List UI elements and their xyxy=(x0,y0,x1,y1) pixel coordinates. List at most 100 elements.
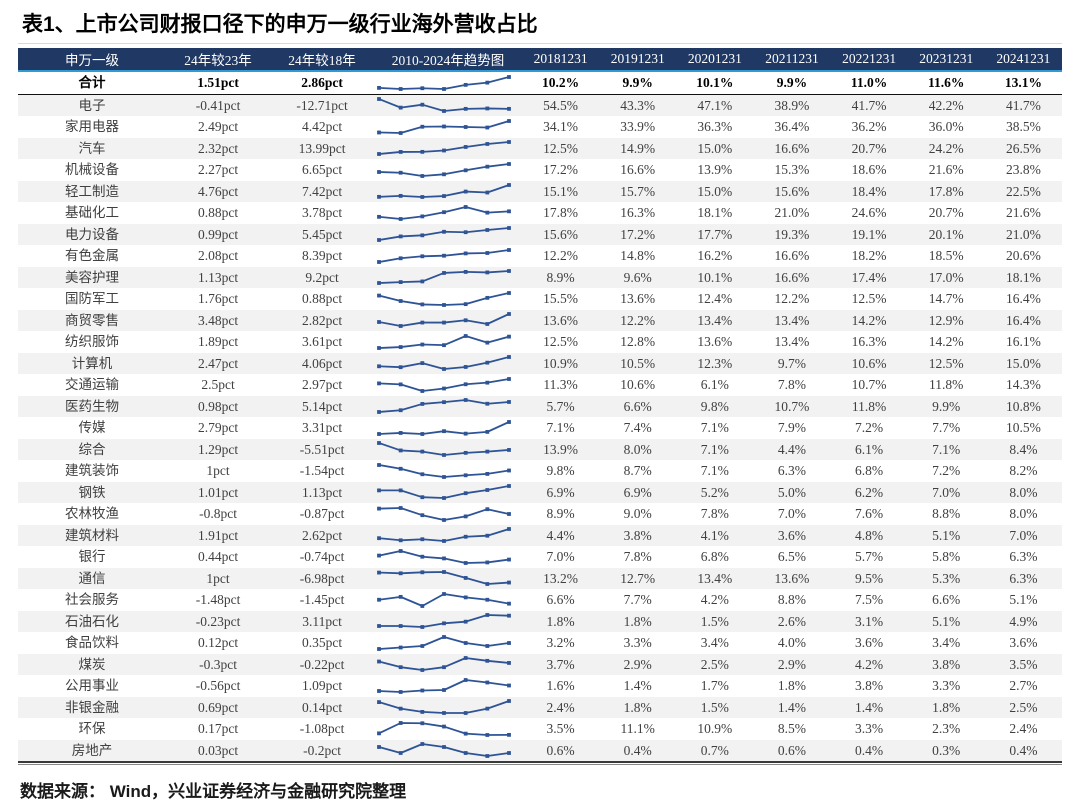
value-20231231: 3.8% xyxy=(907,653,985,675)
table-row[interactable]: 农林牧渔 -0.8pct -0.87pct 8.9% 9.0% 7.8% 7.0% 7.6% 8… xyxy=(18,503,1062,525)
value-20201231: 7.1% xyxy=(700,420,729,435)
column-header-10[interactable]: 20241231 xyxy=(984,48,1062,70)
industry-name: 煤炭 xyxy=(18,653,167,675)
table-row[interactable]: 银行 0.44pct -0.74pct 7.0% 7.8% 6.8% 6.5% 5.7% 5.8… xyxy=(18,546,1062,568)
column-header-8[interactable]: 20221231 xyxy=(830,48,908,70)
change-vs-2018: -0.87pct xyxy=(299,506,345,521)
value-20241231: 38.5% xyxy=(1005,119,1041,134)
value-20231231: 7.7% xyxy=(932,420,961,435)
change-vs-2023: 1.89pct xyxy=(197,334,239,349)
value-20181231: 11.3% xyxy=(543,377,578,392)
trend-sparkline xyxy=(377,742,511,759)
table-row[interactable]: 有色金属 2.08pct 8.39pct 12.2% 14.8% 16.2% 16.6% 18… xyxy=(18,245,1062,267)
change-vs-2023: 1pct xyxy=(166,567,271,589)
table-row[interactable]: 传媒 2.79pct 3.31pct 7.1% 7.4% 7.1% 7.9% 7.2% 7.7%… xyxy=(18,417,1062,439)
column-header-6[interactable]: 20201231 xyxy=(676,48,754,70)
value-20241231: 0.4% xyxy=(984,739,1062,761)
table-row[interactable]: 建筑材料 1.91pct 2.62pct 4.4% 3.8% 4.1% 3.6% 4.8% 5.… xyxy=(18,524,1062,546)
trend-cell xyxy=(374,546,522,568)
column-header-0[interactable]: 申万一级 xyxy=(18,48,167,70)
table-row[interactable]: 石油石化 -0.23pct 3.11pct 1.8% 1.8% 1.5% 2.6% 3.1% 5… xyxy=(18,610,1062,632)
change-vs-2023: 0.17pct xyxy=(197,721,239,736)
table-row[interactable]: 建筑装饰 1pct -1.54pct 9.8% 8.7% 7.1% 6.3% 6.8% 7.2%… xyxy=(18,460,1062,482)
table-bottom-border-thin xyxy=(18,764,1062,765)
trend-cell xyxy=(374,632,522,654)
value-20191231: 12.7% xyxy=(599,567,677,589)
value-20201231: 47.1% xyxy=(676,94,754,116)
change-vs-2023: 2.32pct xyxy=(166,137,271,159)
value-20201231: 13.9% xyxy=(697,162,733,177)
change-vs-2018: 5.14pct xyxy=(270,395,375,417)
value-20221231: 41.7% xyxy=(830,94,908,116)
column-header-2[interactable]: 24年较18年 xyxy=(270,48,375,70)
table-row[interactable]: 环保 0.17pct -1.08pct 3.5% 11.1% 10.9% 8.5% 3.3% 2… xyxy=(18,718,1062,740)
value-20221231: 0.4% xyxy=(830,739,908,761)
value-20241231: 6.3% xyxy=(984,567,1062,589)
trend-cell xyxy=(374,116,522,138)
table-row[interactable]: 电力设备 0.99pct 5.45pct 15.6% 17.2% 17.7% 19.3% 19… xyxy=(18,223,1062,245)
table-row[interactable]: 食品饮料 0.12pct 0.35pct 3.2% 3.3% 3.4% 4.0% 3.6% 3.… xyxy=(18,632,1062,654)
table-row[interactable]: 公用事业 -0.56pct 1.09pct 1.6% 1.4% 1.7% 1.8% 3.8% 3… xyxy=(18,675,1062,697)
column-header-3[interactable]: 2010-2024年趋势图 xyxy=(374,48,523,70)
value-20231231: 12.5% xyxy=(907,352,985,374)
value-20211231: 5.0% xyxy=(753,481,831,503)
change-vs-2018: 3.61pct xyxy=(301,334,343,349)
change-vs-2023: 0.12pct xyxy=(197,635,239,650)
value-20241231: 2.4% xyxy=(1009,721,1038,736)
table-row[interactable]: 非银金融 0.69pct 0.14pct 2.4% 1.8% 1.5% 1.4% 1.4% 1.… xyxy=(18,696,1062,718)
value-20241231: 5.1% xyxy=(1009,592,1038,607)
value-20221231: 7.2% xyxy=(855,420,884,435)
change-vs-2023: 4.76pct xyxy=(166,180,271,202)
column-header-7[interactable]: 20211231 xyxy=(753,48,831,70)
table-row[interactable]: 轻工制造 4.76pct 7.42pct 15.1% 15.7% 15.0% 15.6% 18… xyxy=(18,180,1062,202)
table-row[interactable]: 汽车 2.32pct 13.99pct 12.5% 14.9% 15.0% 16.6% 20.… xyxy=(18,137,1062,159)
table-row[interactable]: 钢铁 1.01pct 1.13pct 6.9% 6.9% 5.2% 5.0% 6.2% 7.0%… xyxy=(18,481,1062,503)
trend-cell xyxy=(374,137,523,159)
value-20241231: 16.4% xyxy=(1005,291,1041,306)
trend-cell xyxy=(374,159,522,181)
value-20201231: 7.1% xyxy=(676,438,754,460)
column-header-1[interactable]: 24年较23年 xyxy=(166,48,271,70)
change-vs-2018: 7.42pct xyxy=(270,180,375,202)
table-row[interactable]: 合计 1.51pct 2.86pct 10.2% 9.9% 10.1% 9.9% 11.0% 1… xyxy=(18,72,1062,94)
column-header-5[interactable]: 20191231 xyxy=(599,48,677,70)
table-row[interactable]: 纺织服饰 1.89pct 3.61pct 12.5% 12.8% 13.6% 13.4% 16… xyxy=(18,331,1062,353)
table-row[interactable]: 基础化工 0.88pct 3.78pct 17.8% 16.3% 18.1% 21.0% 24… xyxy=(18,202,1062,224)
change-vs-2023: -0.56pct xyxy=(195,678,241,693)
value-20231231: 5.1% xyxy=(907,610,985,632)
table-row[interactable]: 电子 -0.41pct -12.71pct 54.5% 43.3% 47.1% 38.9% 4… xyxy=(18,94,1062,116)
table-row[interactable]: 医药生物 0.98pct 5.14pct 5.7% 6.6% 9.8% 10.7% 11.8%… xyxy=(18,395,1062,417)
table-row[interactable]: 机械设备 2.27pct 6.65pct 17.2% 16.6% 13.9% 15.3% 18… xyxy=(18,159,1062,181)
table-row[interactable]: 通信 1pct -6.98pct 13.2% 12.7% 13.4% 13.6% 9.5% 5.… xyxy=(18,567,1062,589)
value-20181231: 2.4% xyxy=(522,696,600,718)
table-row[interactable]: 国防军工 1.76pct 0.88pct 15.5% 13.6% 12.4% 12.2% 12… xyxy=(18,288,1062,310)
table-row[interactable]: 综合 1.29pct -5.51pct 13.9% 8.0% 7.1% 4.4% 6.1% 7.… xyxy=(18,438,1062,460)
table-row[interactable]: 计算机 2.47pct 4.06pct 10.9% 10.5% 12.3% 9.7% 10.6… xyxy=(18,352,1062,374)
change-vs-2018: 3.78pct xyxy=(301,205,343,220)
table-row[interactable]: 煤炭 -0.3pct -0.22pct 3.7% 2.9% 2.5% 2.9% 4.2% 3.8… xyxy=(18,653,1062,675)
table-row[interactable]: 交通运输 2.5pct 2.97pct 11.3% 10.6% 6.1% 7.8% 10.7%… xyxy=(18,374,1062,396)
change-vs-2023: 1pct xyxy=(206,463,230,478)
table-row[interactable]: 社会服务 -1.48pct -1.45pct 6.6% 7.7% 4.2% 8.8% 7.5%… xyxy=(18,589,1062,611)
trend-cell xyxy=(374,352,523,374)
value-20191231: 7.8% xyxy=(623,549,652,564)
title-divider xyxy=(18,43,1062,44)
column-header-4[interactable]: 20181231 xyxy=(522,48,600,70)
column-header-9[interactable]: 20231231 xyxy=(907,48,985,70)
value-20241231: 22.5% xyxy=(984,180,1062,202)
table-row[interactable]: 商贸零售 3.48pct 2.82pct 13.6% 12.2% 13.4% 13.4% 14… xyxy=(18,309,1062,331)
value-20221231: 4.8% xyxy=(830,524,908,546)
value-20211231: 12.2% xyxy=(774,291,810,306)
industry-name: 房地产 xyxy=(18,739,167,761)
table-row[interactable]: 家用电器 2.49pct 4.42pct 34.1% 33.9% 36.3% 36.4% 36… xyxy=(18,116,1062,138)
trend-cell xyxy=(374,524,523,546)
value-20241231: 8.0% xyxy=(1009,506,1038,521)
industry-name: 商贸零售 xyxy=(18,309,167,331)
value-20241231: 6.3% xyxy=(1009,549,1038,564)
change-vs-2023: 1.01pct xyxy=(166,481,271,503)
change-vs-2018: 8.39pct xyxy=(301,248,343,263)
change-vs-2023: 0.98pct xyxy=(166,395,271,417)
table-row[interactable]: 房地产 0.03pct -0.2pct 0.6% 0.4% 0.7% 0.6% 0.4% 0.3… xyxy=(18,739,1062,761)
table-row[interactable]: 美容护理 1.13pct 9.2pct 8.9% 9.6% 10.1% 16.6% 17.4%… xyxy=(18,266,1062,288)
value-20211231: 21.0% xyxy=(774,205,810,220)
